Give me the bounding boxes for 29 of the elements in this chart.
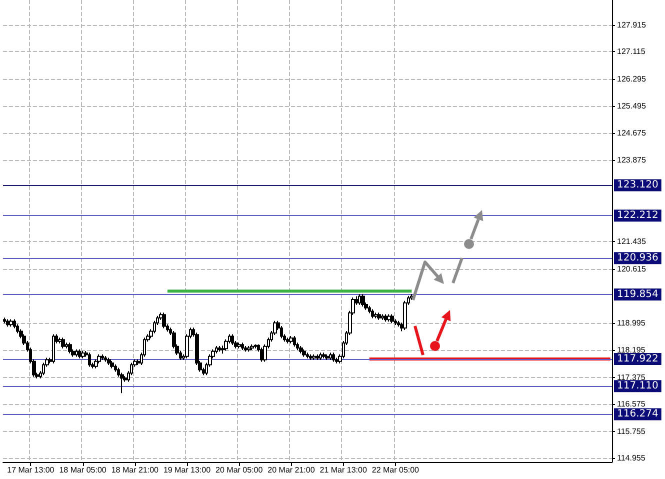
ref-line-label: 120.936 xyxy=(617,252,658,264)
y-tick-label: 116.575 xyxy=(617,400,646,408)
y-tick-label: 127.115 xyxy=(617,47,646,56)
y-tick-label: 118.995 xyxy=(617,318,646,328)
y-tick-label: 123.875 xyxy=(617,155,646,164)
x-tick-label: 20 Mar 05:00 xyxy=(216,466,264,474)
x-tick-label: 18 Mar 21:00 xyxy=(111,466,160,474)
y-tick-label: 120.615 xyxy=(617,264,646,274)
y-tick-label: 124.675 xyxy=(617,128,646,138)
y-tick-label: 118.195 xyxy=(617,345,646,354)
x-tick-label: 17 Mar 13:00 xyxy=(7,466,55,474)
x-tick-label: 19 Mar 13:00 xyxy=(163,466,212,474)
y-tick-label: 121.435 xyxy=(617,237,646,246)
x-tick-label: 21 Mar 13:00 xyxy=(320,466,368,474)
ref-line-label: 119.854 xyxy=(617,289,658,300)
y-tick-label: 115.755 xyxy=(617,426,646,436)
ref-line-label: 117.110 xyxy=(617,380,658,392)
y-tick-label: 114.955 xyxy=(617,454,646,463)
ref-line-label: 116.274 xyxy=(617,408,658,420)
y-tick-label: 125.495 xyxy=(617,101,646,110)
ref-line-label: 122.212 xyxy=(617,210,658,222)
x-tick-label: 22 Mar 05:00 xyxy=(372,466,420,474)
y-tick-label: 126.295 xyxy=(617,74,646,84)
ref-line-label: 117.922 xyxy=(617,354,658,365)
x-tick-label: 18 Mar 05:00 xyxy=(59,466,107,474)
ref-line-label: 123.120 xyxy=(617,180,658,191)
x-tick-label: 20 Mar 21:00 xyxy=(268,466,316,474)
y-tick-label: 127.915 xyxy=(617,20,646,30)
y-tick-label: 117.375 xyxy=(617,372,646,382)
